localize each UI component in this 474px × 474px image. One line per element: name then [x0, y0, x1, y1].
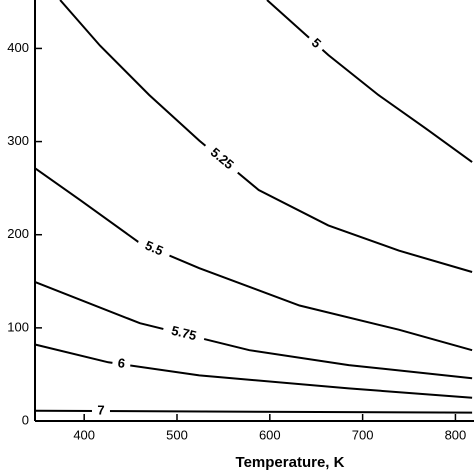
y-tick-label: 0 [22, 412, 29, 427]
label-gap [91, 403, 110, 419]
y-tick-label: 200 [7, 226, 29, 241]
contour-line [266, 0, 473, 163]
contour-label: 5.75 [170, 323, 198, 344]
x-tick-label: 600 [259, 427, 281, 442]
contour-line [34, 167, 473, 352]
label-gap [161, 322, 206, 346]
x-axis-label: Temperature, K [236, 454, 345, 471]
contour-label: 7 [97, 402, 104, 417]
contour-line [35, 343, 473, 399]
y-tick-label: 100 [7, 319, 29, 334]
contour-line [35, 281, 473, 380]
x-tick-label: 800 [445, 427, 467, 442]
y-tick-label: 400 [7, 40, 29, 55]
label-gap [135, 235, 173, 263]
x-tick-label: 400 [73, 427, 95, 442]
label-gap [111, 355, 132, 373]
label-gap [304, 32, 328, 55]
label-gap [200, 140, 243, 178]
x-tick-label: 500 [166, 427, 188, 442]
contour-label: 5.5 [143, 238, 165, 259]
y-tick-label: 300 [7, 133, 29, 148]
contour-label: 6 [117, 355, 126, 371]
x-tick-label: 700 [352, 427, 374, 442]
